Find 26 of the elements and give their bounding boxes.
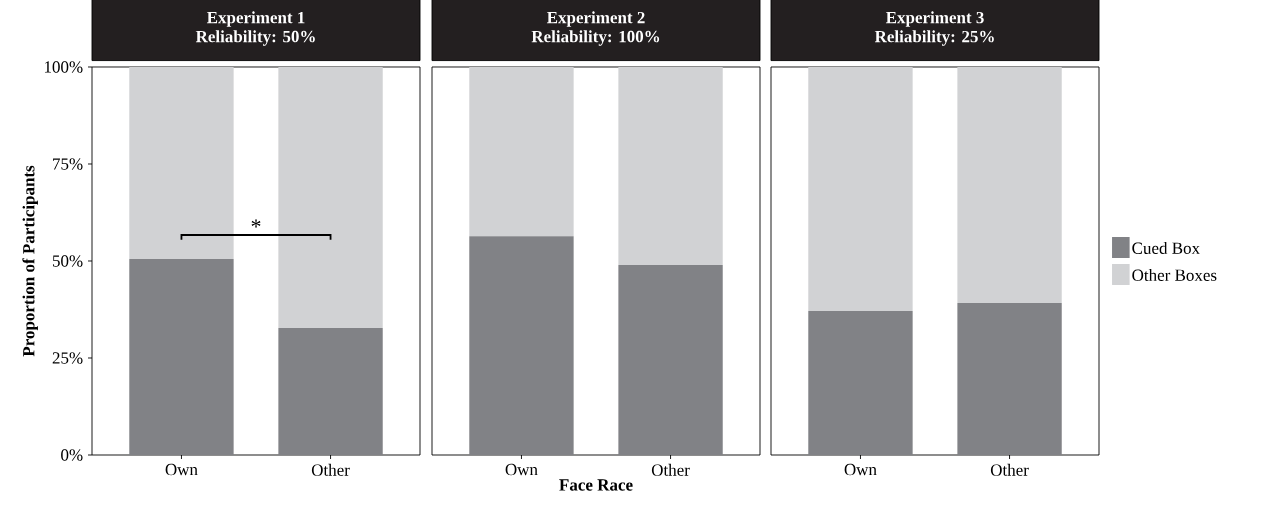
y-tick-label: 0% [61, 449, 83, 461]
y-tick-label: 25% [52, 352, 83, 364]
x-tick-label: Other [311, 463, 350, 476]
x-tick-label: Other [651, 463, 690, 476]
chart-subtitle: Reliability: 25% [874, 30, 994, 46]
bar [129, 67, 234, 260]
bar [129, 259, 234, 455]
legend-label: Other Boxes [1132, 268, 1217, 281]
chart-subtitle: Reliability: 100% [531, 30, 660, 46]
y-tick-label: 100% [44, 61, 83, 73]
bar [278, 67, 383, 329]
bar [278, 328, 383, 455]
y-tick-label: 75% [53, 158, 83, 170]
chart-title: Experiment 2 [546, 11, 645, 27]
x-tick-label: Own [844, 463, 877, 476]
annotation: * [251, 219, 261, 228]
y-tick-label: 50% [52, 255, 83, 267]
x-tick-label: Other [990, 463, 1029, 476]
chart-subtitle: Reliability: 50% [195, 30, 315, 46]
y-axis-title: Proportion of Participants [22, 165, 38, 357]
x-tick-label: Own [165, 463, 198, 476]
chart-title: Experiment 3 [885, 11, 984, 27]
chart-title: Experiment 1 [206, 11, 305, 27]
x-axis-title: Face Race [559, 479, 633, 491]
x-tick-label: Own [505, 463, 538, 476]
legend-label: Cued Box [1132, 241, 1200, 254]
